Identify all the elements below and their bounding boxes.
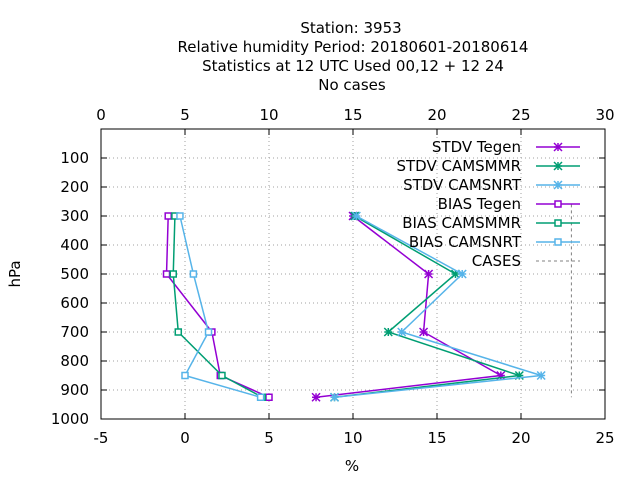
x-tick-label: 5: [264, 429, 274, 447]
legend-label: BIAS CAMSNRT: [409, 233, 522, 251]
x-tick-label: -5: [94, 429, 109, 447]
data-point-square: [162, 270, 171, 278]
data-point-square: [554, 219, 562, 227]
data-point-square: [554, 200, 562, 208]
y-tick-label: 900: [60, 381, 89, 399]
chart-title: Station: 3953 Relative humidity Period: …: [178, 19, 529, 94]
x2-tick-label: 0: [96, 106, 106, 124]
x2-tick-label: 25: [511, 106, 530, 124]
data-point-square: [204, 328, 213, 336]
data-point-square: [218, 371, 226, 380]
data-point-square: [169, 270, 177, 278]
legend-label: STDV CAMSMMR: [396, 157, 521, 175]
legend-label: CASES: [472, 252, 521, 270]
y-tick-label: 700: [60, 323, 89, 341]
data-point-star: [383, 327, 393, 337]
legend-label: STDV CAMSNRT: [403, 176, 522, 194]
x2-tick-label: 30: [595, 106, 614, 124]
x-axis-label: %: [345, 457, 359, 475]
x-tick-label: 15: [427, 429, 446, 447]
y-axis-ticks: 100 200 300 400 500 600 700 800 900 1000: [51, 149, 605, 428]
data-point-star: [536, 370, 546, 381]
y-tick-label: 200: [60, 178, 89, 196]
data-point-star: [329, 392, 340, 402]
data-point-square: [256, 393, 265, 401]
y-tick-label: 1000: [51, 410, 89, 428]
data-point-square: [181, 371, 189, 380]
data-point-star: [457, 269, 467, 279]
title-line: Station: 3953: [300, 19, 401, 37]
x2-tick-label: 15: [343, 106, 362, 124]
data-point-star: [351, 211, 361, 221]
data-point-star: [424, 269, 434, 279]
series-line: [165, 215, 270, 398]
title-line: No cases: [318, 76, 386, 94]
x-tick-label: 20: [511, 429, 530, 447]
legend-label: STDV Tegen: [432, 138, 521, 156]
data-point-square: [265, 393, 273, 401]
x-axis-ticks: -5 0 5 10 15 20 25: [94, 413, 615, 447]
x2-tick-label: 10: [259, 106, 278, 124]
y-tick-label: 600: [60, 294, 89, 312]
x2-tick-label: 5: [180, 106, 190, 124]
legend-label: BIAS Tegen: [438, 195, 521, 213]
legend-label: BIAS CAMSMMR: [402, 214, 521, 232]
data-point-star: [311, 392, 321, 402]
y-tick-label: 500: [60, 265, 89, 283]
y-tick-label: 300: [60, 207, 89, 225]
data-point-square: [189, 270, 198, 278]
y-tick-label: 400: [60, 236, 89, 254]
y-axis-label: hPa: [6, 260, 24, 287]
x-tick-label: 0: [180, 429, 190, 447]
series-layer: [162, 204, 572, 402]
title-line: Relative humidity Period: 20180601-20180…: [178, 38, 529, 56]
x2-axis-ticks: 0 5 10 15 20 25 30: [96, 106, 615, 135]
x2-tick-label: 20: [427, 106, 446, 124]
data-point-square: [174, 328, 183, 336]
title-line: Statistics at 12 UTC Used 00,12 + 12 24: [202, 57, 504, 75]
data-point-star: [553, 180, 563, 190]
data-point-star: [419, 327, 429, 337]
data-point-star: [397, 327, 407, 337]
data-point-star: [553, 161, 563, 171]
y-tick-label: 100: [60, 149, 89, 167]
grid: [101, 129, 605, 419]
x-tick-label: 25: [595, 429, 614, 447]
data-point-square: [176, 212, 184, 220]
data-point-square: [164, 212, 172, 220]
data-point-star: [553, 142, 563, 152]
data-point-square: [554, 238, 562, 246]
x-tick-label: 10: [343, 429, 362, 447]
y-tick-label: 800: [60, 352, 89, 370]
